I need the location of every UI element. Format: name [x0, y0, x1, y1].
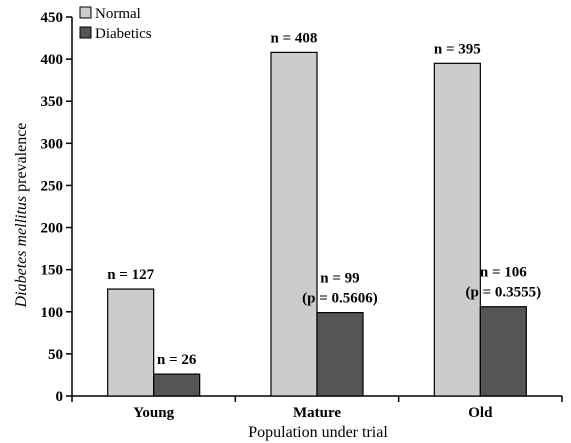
y-tick-label: 150	[41, 263, 64, 279]
y-tick-label: 50	[48, 347, 63, 363]
legend-swatch-diabetics	[79, 26, 92, 39]
x-tick-label: Mature	[293, 405, 341, 421]
data-label: n = 408	[271, 30, 318, 46]
bar-normal	[107, 288, 155, 397]
y-axis-title-rest: prevalence	[13, 123, 30, 196]
x-axis-title: Population under trial	[248, 424, 388, 441]
legend-swatch-normal	[79, 6, 92, 19]
data-label: n = 26	[157, 352, 197, 368]
y-tick-label: 0	[56, 389, 64, 405]
y-tick-label: 350	[41, 94, 64, 110]
bar-normal	[270, 51, 318, 397]
bar-normal	[433, 62, 481, 397]
legend: Normal Diabetics	[79, 6, 152, 42]
x-tick-label: Old	[468, 405, 493, 421]
axes: 0 50 100 150 200 250 300 350 400 450 Young Mature Ol…	[41, 10, 563, 421]
x-tick-label: Young	[133, 405, 174, 421]
y-tick-label: 200	[41, 221, 64, 237]
data-label: (p = 0.5606)	[302, 291, 378, 307]
legend-label-diabetics: Diabetics	[95, 26, 152, 42]
bars	[107, 51, 527, 397]
bar-diabetics	[316, 312, 364, 397]
bar-diabetics	[153, 373, 201, 397]
y-tick-label: 450	[41, 10, 64, 26]
data-label: n = 106	[480, 265, 527, 281]
legend-label-normal: Normal	[95, 6, 141, 22]
y-tick-label: 300	[41, 136, 64, 152]
y-tick-label: 400	[41, 52, 64, 68]
data-label: n = 99	[320, 271, 359, 287]
data-label: (p = 0.3555)	[466, 285, 542, 301]
y-tick-label: 100	[41, 305, 64, 321]
y-axis-title-italic: Diabetes mellitus	[13, 196, 30, 309]
data-label: n = 127	[107, 267, 154, 283]
y-axis-title: Diabetes mellitus prevalence	[13, 123, 30, 309]
data-labels: n = 127 n = 26 n = 408 n = 99 (p = 0.5606) n …	[107, 30, 541, 368]
bar-diabetics	[479, 306, 527, 397]
y-tick-label: 250	[41, 178, 64, 194]
data-label: n = 395	[434, 41, 481, 57]
